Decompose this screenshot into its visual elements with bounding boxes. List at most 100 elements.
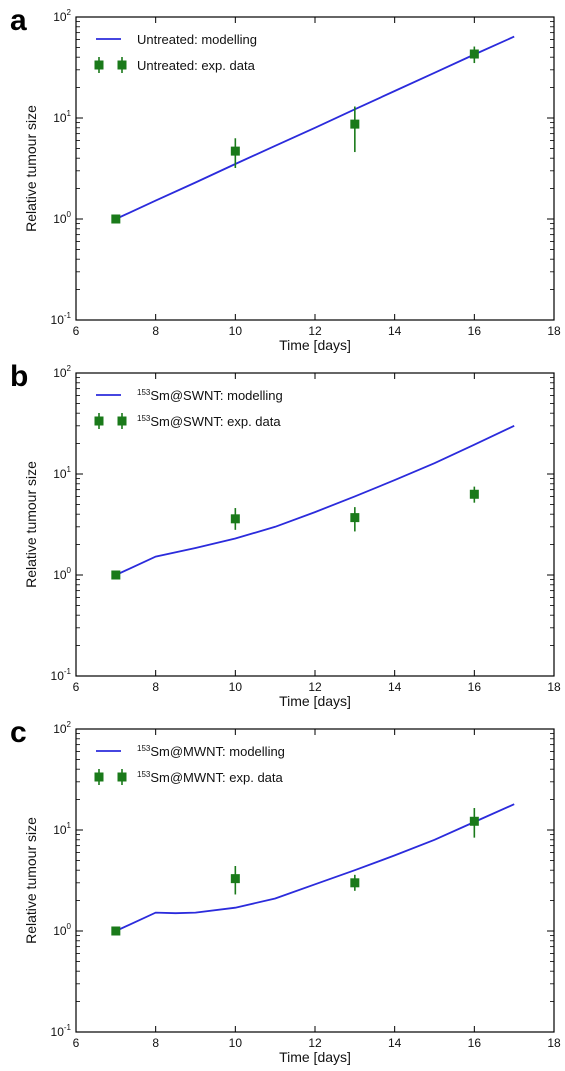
panel-letter: b (10, 360, 28, 393)
data-point-marker (350, 878, 360, 888)
data-point-marker (350, 119, 360, 129)
legend-marker-swatch (117, 772, 127, 782)
y-tick-exponent: 2 (67, 720, 72, 729)
y-tick-label: 10-1 (51, 311, 72, 327)
y-tick-label: 10-1 (51, 667, 72, 683)
panel-letter: a (10, 4, 27, 37)
y-tick-base: 10 (53, 568, 67, 582)
y-tick-base: 10 (53, 722, 67, 736)
y-tick-label: 100 (53, 566, 71, 582)
y-tick-base: 10 (53, 212, 67, 226)
y-tick-base: 10 (53, 111, 67, 125)
legend-isotope-superscript: 153 (137, 388, 151, 397)
legend-label: Sm@SWNT: modelling (150, 388, 282, 403)
legend-entry: Untreated: exp. data (137, 58, 256, 73)
x-tick-label: 6 (73, 324, 80, 338)
x-tick-label: 8 (152, 680, 159, 694)
y-tick-base: 10 (53, 10, 67, 24)
data-point-marker (111, 926, 121, 936)
y-tick-base: 10 (53, 366, 67, 380)
x-tick-label: 10 (229, 324, 243, 338)
y-tick-base: 10 (51, 313, 65, 327)
x-tick-label: 14 (388, 1036, 402, 1050)
y-tick-label: 10-1 (51, 1023, 72, 1039)
y-tick-exponent: -1 (64, 667, 72, 676)
x-tick-label: 16 (468, 1036, 482, 1050)
x-tick-label: 10 (229, 680, 243, 694)
legend-label: Sm@SWNT: exp. data (150, 414, 281, 429)
y-tick-base: 10 (53, 823, 67, 837)
x-tick-label: 8 (152, 324, 159, 338)
y-tick-exponent: 1 (67, 821, 72, 830)
y-tick-base: 10 (51, 1025, 65, 1039)
x-tick-label: 16 (468, 324, 482, 338)
data-point-marker (111, 570, 121, 580)
x-axis-label: Time [days] (279, 693, 351, 709)
x-tick-label: 12 (308, 324, 322, 338)
legend-entry: 153Sm@SWNT: modelling (137, 388, 283, 403)
legend-marker-swatch (117, 416, 127, 426)
x-tick-label: 14 (388, 324, 402, 338)
x-tick-label: 18 (547, 1036, 561, 1050)
y-tick-exponent: -1 (64, 311, 72, 320)
y-tick-base: 10 (51, 669, 65, 683)
data-point-marker (230, 514, 240, 524)
legend-marker-swatch (94, 60, 104, 70)
y-tick-label: 101 (53, 465, 71, 481)
legend-entry: Untreated: modelling (137, 32, 257, 47)
x-tick-label: 8 (152, 1036, 159, 1050)
y-tick-base: 10 (53, 467, 67, 481)
y-tick-exponent: 2 (67, 364, 72, 373)
series-line-model (115, 424, 515, 576)
y-tick-label: 100 (53, 210, 71, 226)
y-axis-label: Relative tumour size (23, 461, 39, 588)
x-tick-label: 12 (308, 1036, 322, 1050)
y-tick-exponent: -1 (64, 1023, 72, 1032)
legend-label: Untreated: modelling (137, 32, 257, 47)
x-tick-label: 14 (388, 680, 402, 694)
legend-isotope-superscript: 153 (137, 414, 151, 423)
x-tick-label: 16 (468, 680, 482, 694)
x-tick-label: 10 (229, 1036, 243, 1050)
series-line-model (115, 35, 515, 220)
legend-label: Sm@MWNT: modelling (150, 744, 285, 759)
series-line-model (115, 803, 515, 932)
data-point-marker (230, 874, 240, 884)
y-tick-exponent: 0 (67, 566, 72, 575)
legend-entry: 153Sm@MWNT: exp. data (137, 770, 284, 785)
legend-entry: 153Sm@SWNT: exp. data (137, 414, 281, 429)
panel-letter: c (10, 716, 27, 749)
y-axis-label: Relative tumour size (23, 105, 39, 232)
y-tick-label: 102 (53, 8, 71, 24)
y-tick-exponent: 0 (67, 922, 72, 931)
legend-marker-swatch (94, 772, 104, 782)
y-tick-exponent: 0 (67, 210, 72, 219)
legend-marker-swatch (94, 416, 104, 426)
legend-label: Untreated: exp. data (137, 58, 256, 73)
y-tick-base: 10 (53, 924, 67, 938)
x-axis-label: Time [days] (279, 1049, 351, 1065)
x-tick-label: 6 (73, 1036, 80, 1050)
x-tick-label: 18 (547, 680, 561, 694)
x-axis-label: Time [days] (279, 337, 351, 353)
legend-entry: 153Sm@MWNT: modelling (137, 744, 285, 759)
y-tick-label: 101 (53, 821, 71, 837)
x-tick-label: 18 (547, 324, 561, 338)
x-tick-label: 6 (73, 680, 80, 694)
data-point-marker (230, 146, 240, 156)
data-point-marker (469, 816, 479, 826)
data-point-marker (350, 513, 360, 523)
x-tick-label: 12 (308, 680, 322, 694)
legend-isotope-superscript: 153 (137, 744, 151, 753)
y-axis-label: Relative tumour size (23, 817, 39, 944)
y-tick-label: 100 (53, 922, 71, 938)
legend-label: Sm@MWNT: exp. data (150, 770, 283, 785)
y-tick-exponent: 1 (67, 465, 72, 474)
y-tick-label: 102 (53, 364, 71, 380)
data-point-marker (111, 214, 121, 224)
